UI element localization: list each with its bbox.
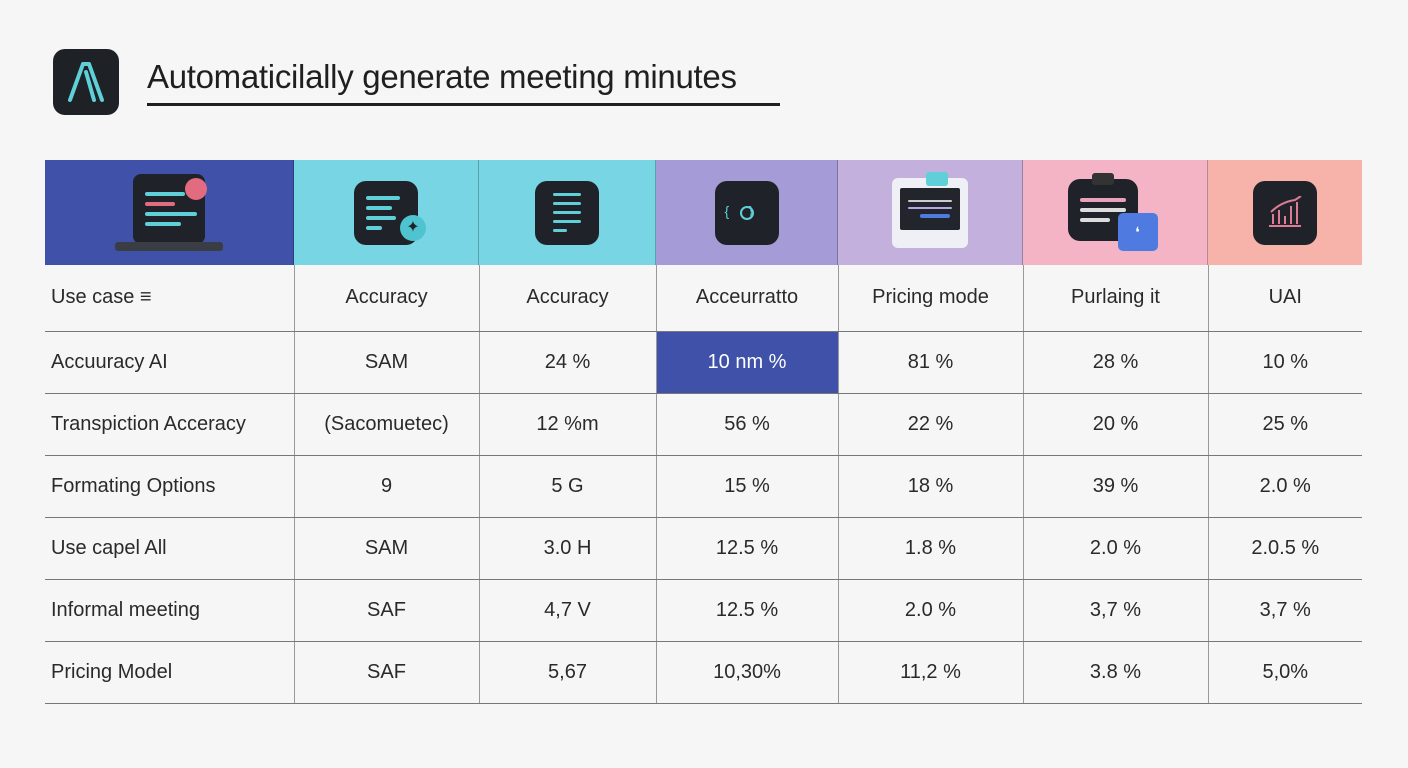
table-cell[interactable]: 81 % <box>838 331 1024 394</box>
table-cell[interactable]: 12.5 % <box>656 517 839 580</box>
band-cell: ❛ <box>1023 160 1208 265</box>
table-cell[interactable]: 39 % <box>1023 455 1209 518</box>
table-cell[interactable]: 11,2 % <box>838 641 1024 704</box>
table-cell[interactable]: 2.0 % <box>838 579 1024 642</box>
document-icon <box>535 180 599 245</box>
table-cell[interactable]: 10 % <box>1208 331 1362 394</box>
column-header[interactable]: Purlaing it <box>1023 265 1209 332</box>
column-header[interactable]: Accuracy <box>479 265 657 332</box>
table-cell[interactable]: 12.5 % <box>656 579 839 642</box>
row-label[interactable]: Transpiction Acceracy <box>45 393 295 456</box>
table-cell[interactable]: 56 % <box>656 393 839 456</box>
table-cell[interactable]: SAM <box>294 517 480 580</box>
table-cell[interactable]: (Sacomuetec) <box>294 393 480 456</box>
row-label[interactable]: Accuuracy AI <box>45 331 295 394</box>
comparison-table: Use case ≡ Accuracy Accuracy Acceurratto Pri… <box>45 265 1362 704</box>
table-cell[interactable]: 3.0 H <box>479 517 657 580</box>
band-cell <box>45 160 294 265</box>
table-cell[interactable]: 3,7 % <box>1023 579 1209 642</box>
table-cell[interactable]: 5,0% <box>1208 641 1362 704</box>
band-cell <box>1208 160 1362 265</box>
ai-circuit-icon: { } <box>714 180 779 245</box>
table-cell[interactable]: 1.8 % <box>838 517 1024 580</box>
table-row: Pricing Model SAF 5,67 10,30% 11,2 % 3.8 % 5,0… <box>45 641 1362 704</box>
column-header[interactable]: UAI <box>1208 265 1362 332</box>
monitor-icon <box>892 171 968 248</box>
table-cell[interactable]: 2.0 % <box>1208 455 1362 518</box>
table-row: Accuuracy AI SAM 24 % 10 nm % 81 % 28 % 10 % <box>45 331 1362 394</box>
table-cell[interactable]: 24 % <box>479 331 657 394</box>
column-header[interactable]: Accuracy <box>294 265 480 332</box>
table-row: Use capel All SAM 3.0 H 12.5 % 1.8 % 2.0 % 2.0… <box>45 517 1362 580</box>
row-label[interactable]: Formating Options <box>45 455 295 518</box>
table-cell[interactable]: 28 % <box>1023 331 1209 394</box>
table-cell[interactable]: SAF <box>294 579 480 642</box>
table-cell[interactable]: 5 G <box>479 455 657 518</box>
table-cell[interactable]: 20 % <box>1023 393 1209 456</box>
column-header[interactable]: Use case ≡ <box>45 265 295 332</box>
table-cell[interactable]: 9 <box>294 455 480 518</box>
table-cell[interactable]: 25 % <box>1208 393 1362 456</box>
column-header[interactable]: Acceurratto <box>656 265 839 332</box>
header-icon-band: ✦ { } ❛ <box>45 160 1362 265</box>
table-cell[interactable]: 4,7 V <box>479 579 657 642</box>
table-header-row: Use case ≡ Accuracy Accuracy Acceurratto Pri… <box>45 265 1362 332</box>
column-header[interactable]: Pricing mode <box>838 265 1024 332</box>
table-cell[interactable]: 22 % <box>838 393 1024 456</box>
laptop-chat-icon <box>115 173 223 252</box>
table-row: Informal meeting SAF 4,7 V 12.5 % 2.0 % 3,7 %… <box>45 579 1362 642</box>
table-cell[interactable]: 3,7 % <box>1208 579 1362 642</box>
table-cell[interactable]: 10 nm % <box>656 331 839 394</box>
band-cell <box>838 160 1023 265</box>
row-label[interactable]: Pricing Model <box>45 641 295 704</box>
clipboard-chat-icon: ❛ <box>1067 172 1163 253</box>
stylized-a-logo-icon <box>68 62 104 102</box>
table-row: Transpiction Acceracy (Sacomuetec) 12 %m 56… <box>45 393 1362 456</box>
table-cell[interactable]: 2.0.5 % <box>1208 517 1362 580</box>
table-cell[interactable]: 12 %m <box>479 393 657 456</box>
table-cell[interactable]: 5,67 <box>479 641 657 704</box>
band-cell <box>479 160 656 265</box>
band-cell: ✦ <box>294 160 479 265</box>
row-label[interactable]: Informal meeting <box>45 579 295 642</box>
table-cell[interactable]: 10,30% <box>656 641 839 704</box>
table-cell[interactable]: SAF <box>294 641 480 704</box>
app-logo <box>53 49 119 115</box>
table-cell[interactable]: 15 % <box>656 455 839 518</box>
document-sparkle-icon: ✦ <box>354 180 426 245</box>
table-cell[interactable]: SAM <box>294 331 480 394</box>
chart-icon <box>1253 180 1317 245</box>
table-cell[interactable]: 18 % <box>838 455 1024 518</box>
table-row: Formating Options 9 5 G 15 % 18 % 39 % 2.0 % <box>45 455 1362 518</box>
page-title: Automaticilally generate meeting minutes <box>147 58 737 95</box>
row-label[interactable]: Use capel All <box>45 517 295 580</box>
table-cell[interactable]: 3.8 % <box>1023 641 1209 704</box>
band-cell: { } <box>656 160 838 265</box>
table-cell[interactable]: 2.0 % <box>1023 517 1209 580</box>
title-underline <box>147 103 780 106</box>
